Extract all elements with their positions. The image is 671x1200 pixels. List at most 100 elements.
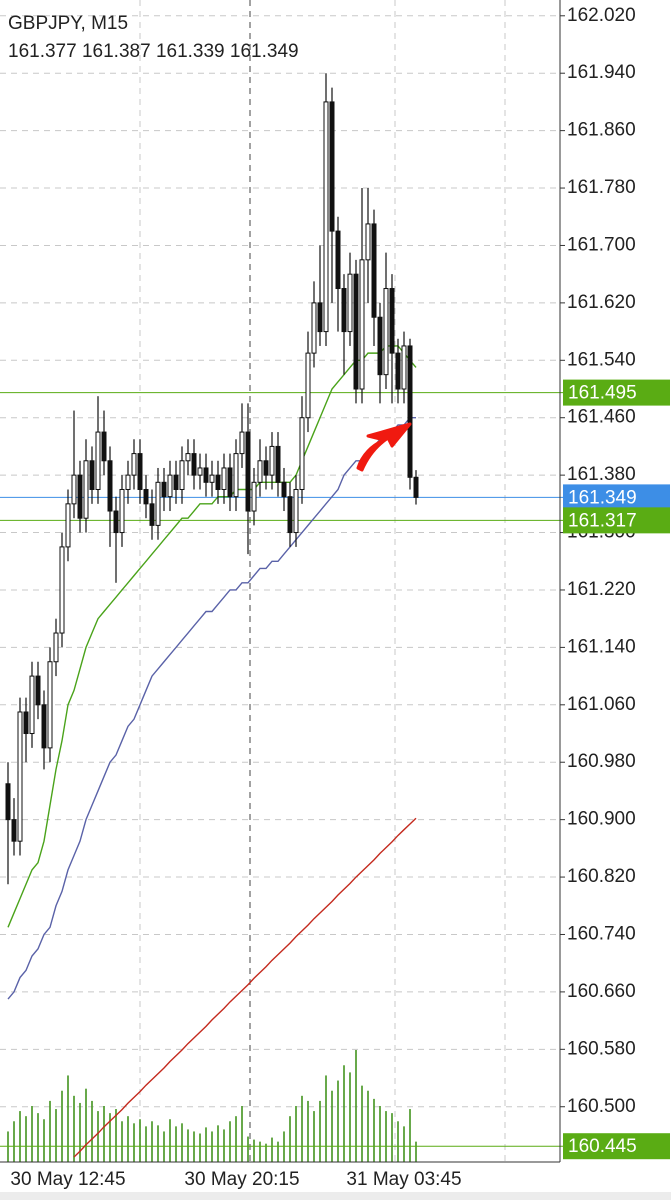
candle-body <box>53 632 59 663</box>
volume-bar <box>331 1090 333 1162</box>
level-box <box>563 484 670 511</box>
level-label: 161.317 <box>568 510 637 531</box>
y-tick-label: 161.700 <box>567 234 636 255</box>
y-tick-label: 160.980 <box>567 751 636 772</box>
candle-body <box>185 453 191 462</box>
candle-body <box>203 467 209 483</box>
y-tick-label: 161.220 <box>567 579 636 600</box>
y-tick-label: 162.020 <box>567 5 636 26</box>
grid-layer <box>0 15 560 1108</box>
volume-bar <box>73 1095 75 1162</box>
y-tick-label: 161.060 <box>567 694 636 715</box>
volume-bar <box>343 1065 345 1162</box>
level-label: 161.349 <box>568 487 637 508</box>
y-tick-label: 161.460 <box>567 407 636 428</box>
candle-body <box>101 431 107 462</box>
candle-body <box>221 467 227 490</box>
x-tick-label: 30 May 12:45 <box>10 1169 125 1190</box>
volume-bar <box>157 1125 159 1162</box>
candle-body <box>209 474 215 483</box>
volume-bar <box>67 1075 69 1162</box>
x-tick-label: 31 May 03:45 <box>346 1169 461 1190</box>
level-lines <box>0 392 563 1147</box>
candle-body <box>149 503 155 526</box>
candle-layer <box>5 73 419 885</box>
candle-body <box>335 230 341 290</box>
candle-body <box>83 460 89 519</box>
volume-bar <box>277 1141 279 1162</box>
volume-bar <box>7 1131 9 1162</box>
candle-body <box>299 417 305 490</box>
candle-body <box>329 101 335 232</box>
volume-bar <box>397 1121 399 1162</box>
candle-body <box>245 431 251 512</box>
volume-bar <box>247 1136 249 1162</box>
volume-bar <box>25 1116 27 1162</box>
candle-body <box>287 496 293 534</box>
volume-bar <box>193 1131 195 1162</box>
volume-bar <box>217 1125 219 1162</box>
level-box <box>563 1133 670 1160</box>
volume-bar <box>211 1131 213 1162</box>
level-box <box>563 507 670 534</box>
volume-bar <box>325 1075 327 1162</box>
volume-bar <box>295 1106 297 1162</box>
volume-bar <box>181 1123 183 1162</box>
y-tick-label: 160.820 <box>567 866 636 887</box>
candle-body <box>413 476 419 498</box>
x-tick-label: 30 May 20:15 <box>184 1169 299 1190</box>
candle-body <box>173 474 179 490</box>
volume-bar <box>265 1143 267 1162</box>
volume-layer <box>7 1050 417 1162</box>
candle-body <box>215 474 221 490</box>
bottom-strip <box>0 1192 671 1200</box>
candle-body <box>359 259 365 390</box>
axis-layer: 162.020 161.940 161.860 161.780 161.700 161.6… <box>10 5 635 1190</box>
moving-average <box>7 417 416 1000</box>
candle-body <box>35 675 41 706</box>
volume-bar <box>379 1106 381 1162</box>
candle-body <box>251 481 257 512</box>
candle-body <box>23 711 29 735</box>
candle-body <box>161 481 167 498</box>
candle-body <box>311 302 317 354</box>
volume-bar <box>55 1109 57 1162</box>
volume-bar <box>163 1131 165 1162</box>
volume-bar <box>289 1116 291 1162</box>
volume-bar <box>121 1121 123 1162</box>
candle-body <box>395 352 401 390</box>
candle-body <box>5 783 11 821</box>
candle-body <box>155 481 161 526</box>
header-low: 161.339 <box>156 41 225 62</box>
volume-bar <box>19 1111 21 1162</box>
volume-bar <box>229 1121 231 1162</box>
candle-body <box>179 460 185 490</box>
volume-bar <box>223 1129 225 1162</box>
level-label: 160.445 <box>568 1136 637 1157</box>
vertical-grid <box>139 0 506 1162</box>
y-tick-label: 161.380 <box>567 464 636 485</box>
moving-average <box>7 345 417 928</box>
candle-body <box>125 474 131 490</box>
candle-body <box>41 704 47 749</box>
header-open: 161.377 <box>8 41 77 62</box>
volume-bar <box>361 1085 363 1162</box>
candle-body <box>89 460 95 490</box>
volume-bar <box>307 1100 309 1162</box>
candle-body <box>371 223 377 318</box>
candle-body <box>347 273 353 333</box>
y-tick-label: 160.500 <box>567 1096 636 1117</box>
y-tick-label: 160.740 <box>567 923 636 944</box>
volume-bar <box>241 1106 243 1162</box>
candle-body <box>197 467 203 476</box>
candle-body <box>323 101 329 333</box>
volume-bar <box>205 1127 207 1162</box>
volume-bar <box>415 1141 417 1162</box>
header-high: 161.387 <box>82 41 151 62</box>
candle-body <box>293 488 299 534</box>
volume-bar <box>79 1102 81 1162</box>
y-tick-label: 161.540 <box>567 349 636 370</box>
candle-body <box>257 460 263 483</box>
